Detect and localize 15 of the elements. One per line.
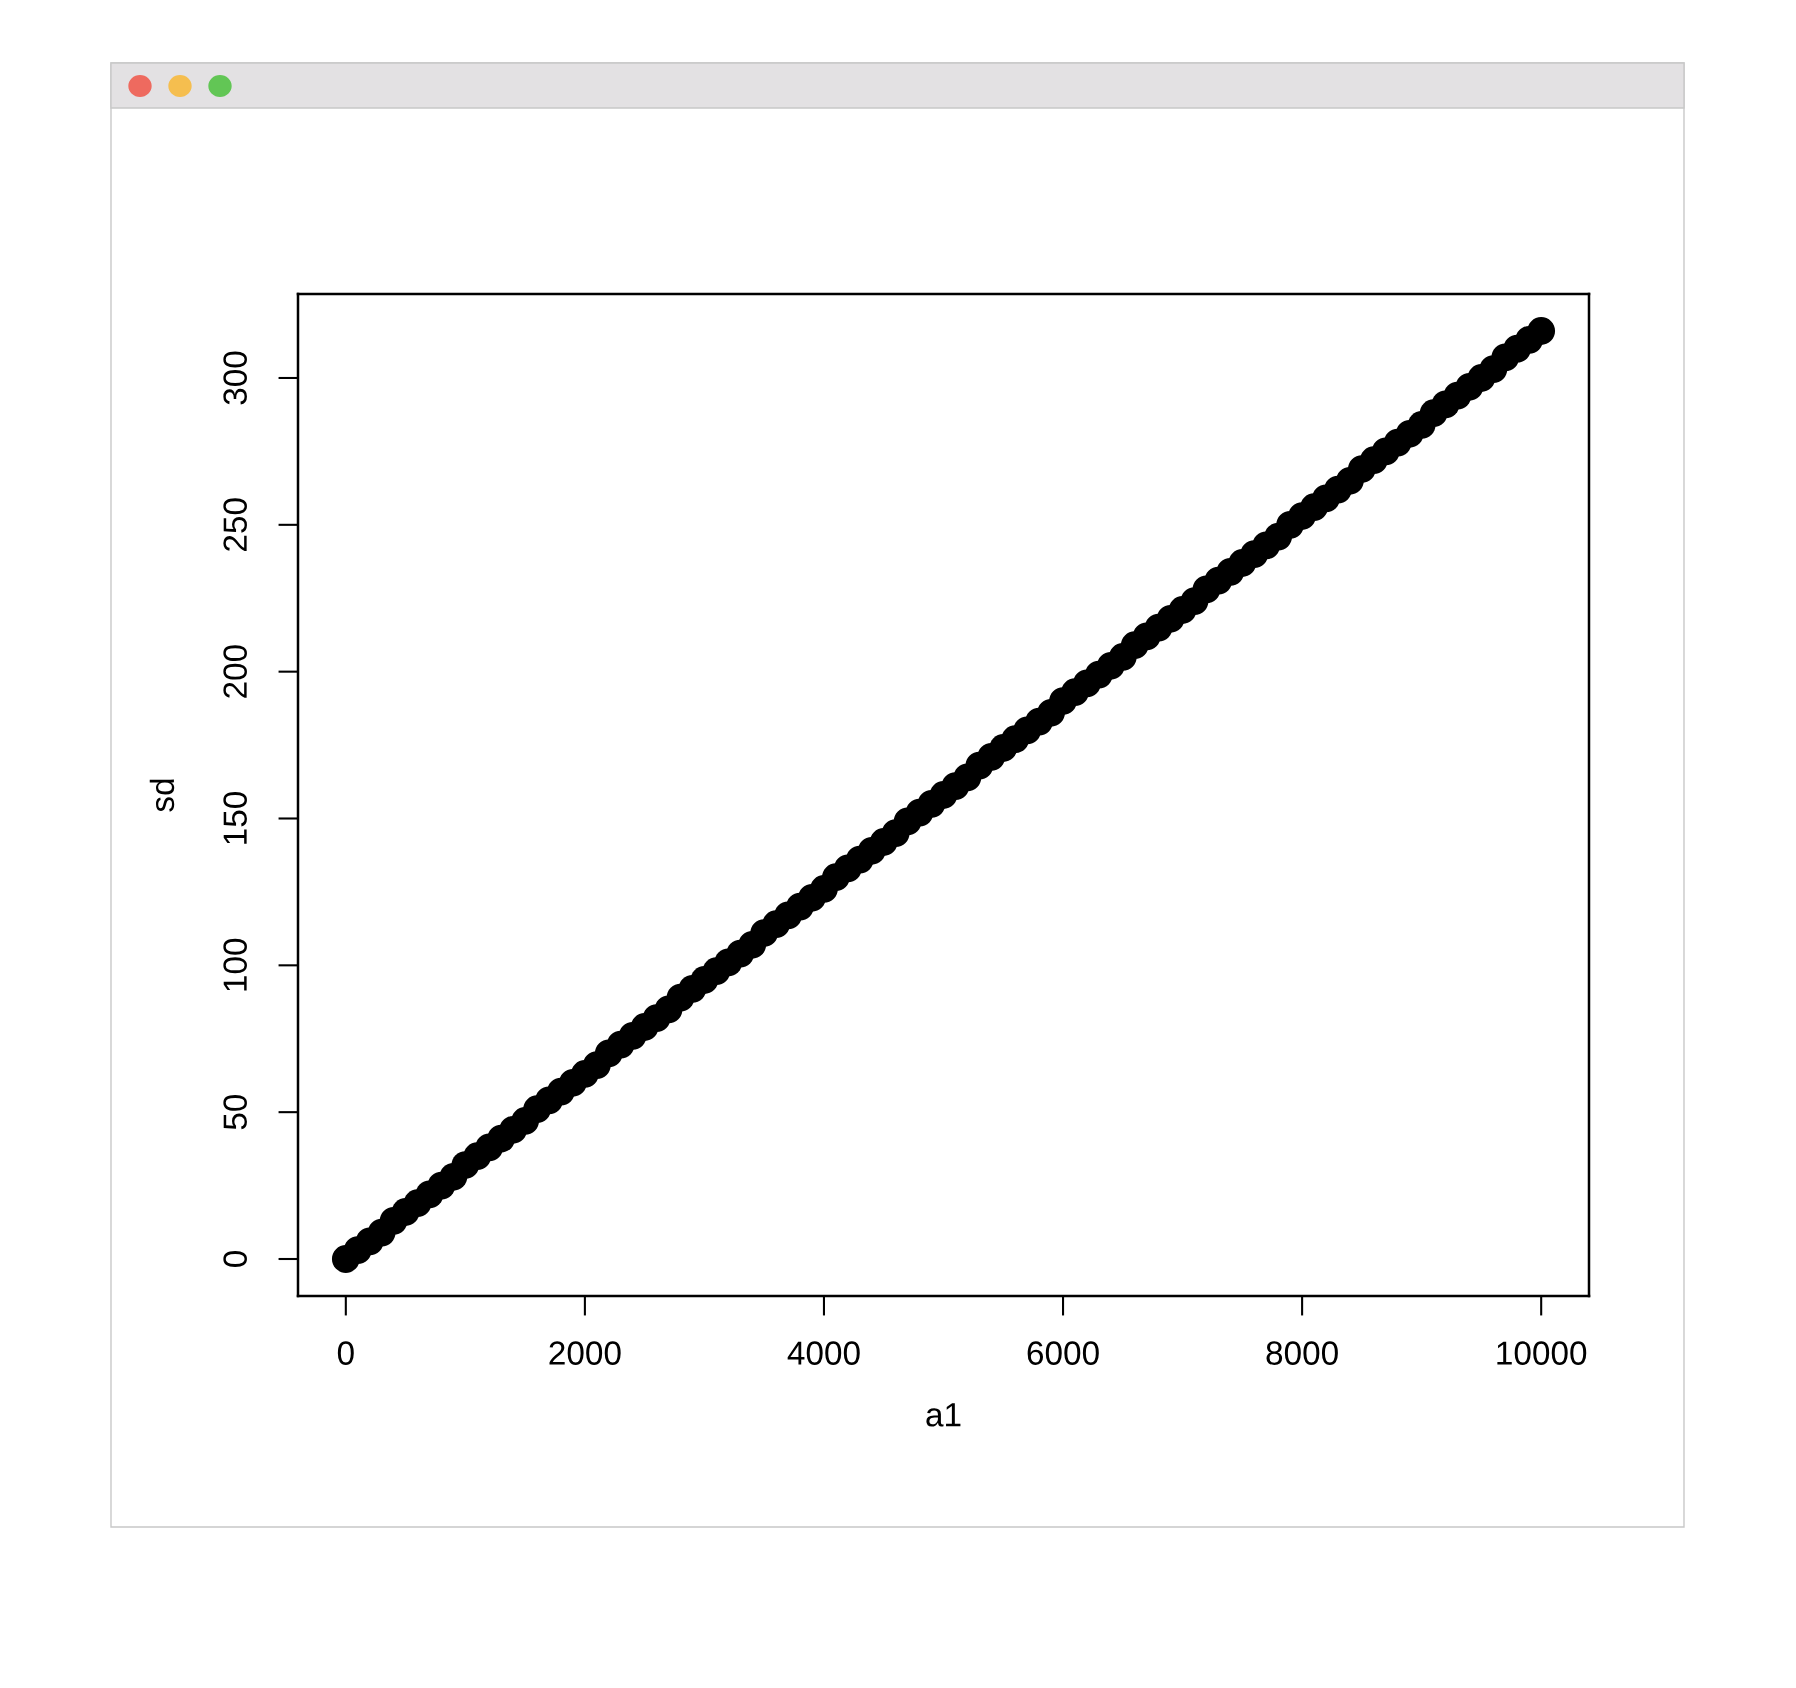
x-tick-label: 0 [337,1341,354,1365]
y-tick-label: 0 [223,1251,247,1267]
y-axis-title: sd [149,779,175,812]
x-tick-label: 6000 [1027,1341,1099,1365]
x-axis-title: a1 [926,1403,961,1427]
y-tick-label: 100 [223,938,247,991]
x-tick-label: 4000 [787,1341,860,1365]
y-tick-label: 300 [223,351,247,405]
y-tick-label: 150 [223,791,247,844]
x-tick-label: 10000 [1497,1341,1587,1365]
x-tick-label: 2000 [549,1341,621,1365]
y-tick-label: 200 [223,645,247,698]
y-tick-label: 250 [223,498,247,551]
x-tick-label: 8000 [1266,1341,1338,1365]
y-tick-label: 50 [223,1094,247,1130]
